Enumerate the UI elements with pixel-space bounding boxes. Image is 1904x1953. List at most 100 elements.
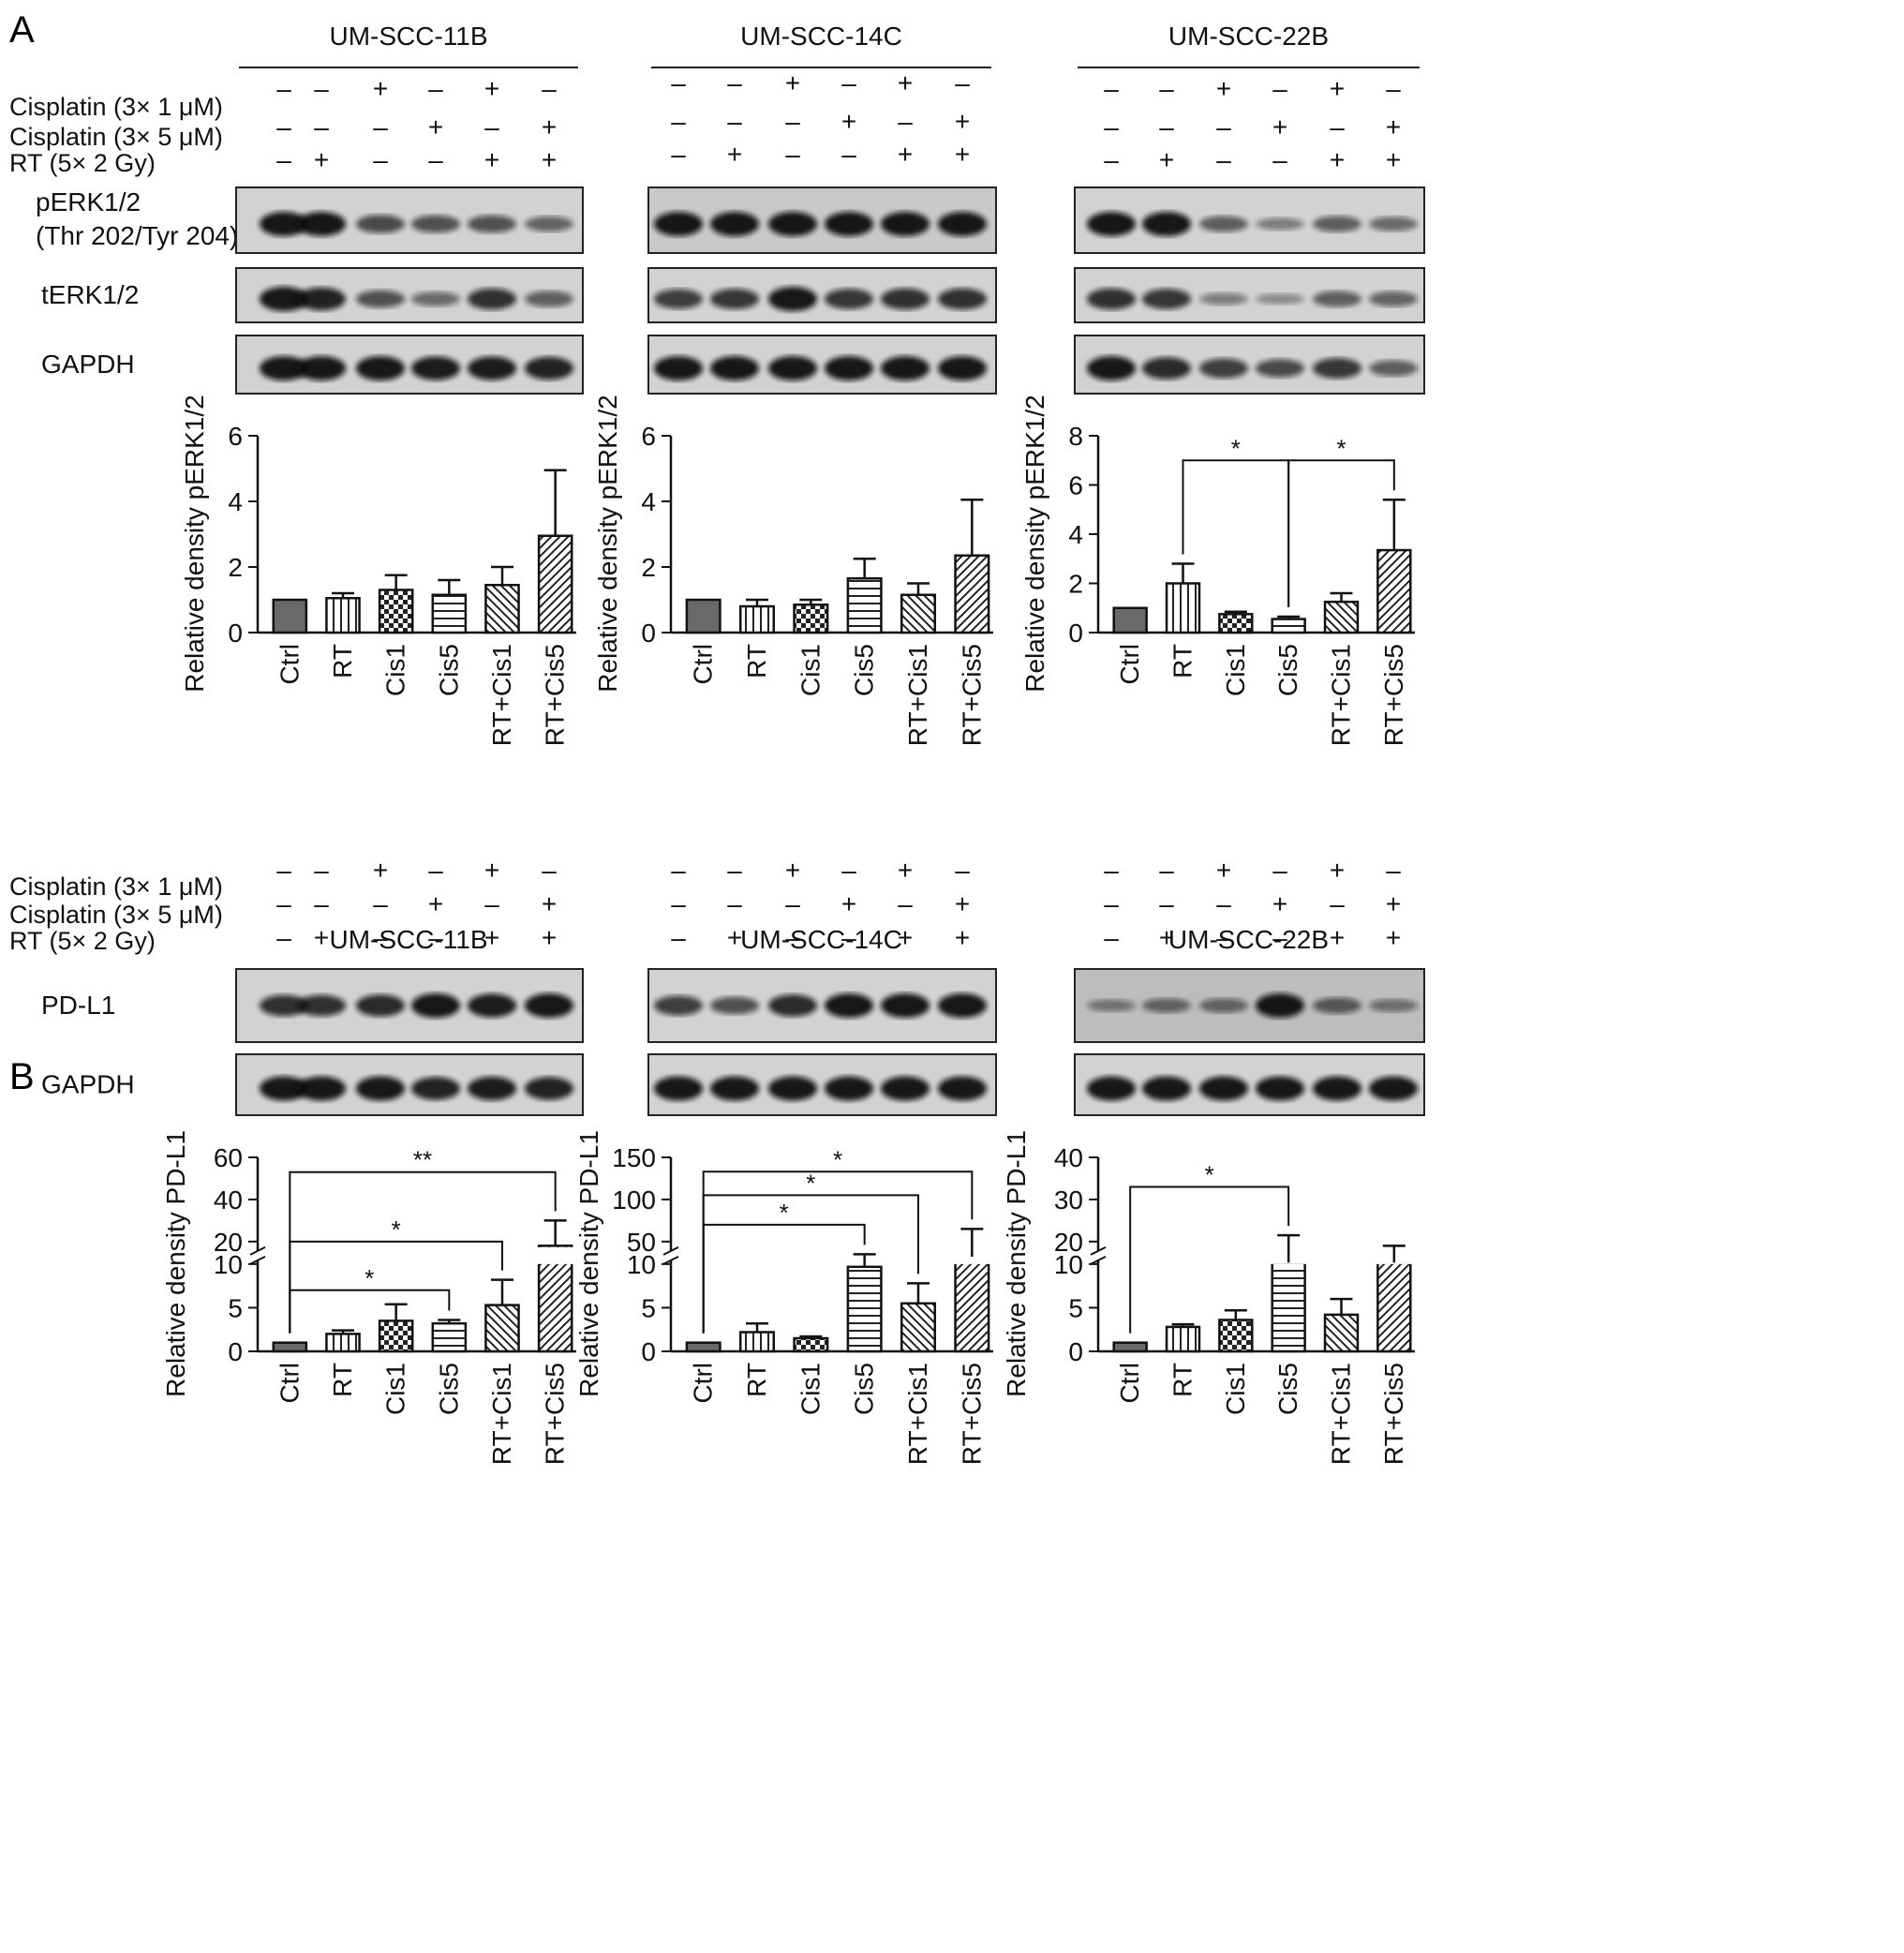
bar-chart: 0 2 4 6 Relative density pERK1/2 Ctrl RT Cis1 Ci… — [593, 395, 993, 746]
blot-band — [297, 212, 346, 236]
condition-sign: + — [727, 140, 742, 169]
bar — [484, 1304, 520, 1353]
condition-sign: – — [671, 856, 686, 885]
bar — [537, 534, 573, 634]
cell-line-headers: UM-SCC-11B UM-SCC-14C UM-SCC-22B UM-SCC-11B… — [239, 22, 1420, 972]
y-axis-label: Relative density PD-L1 — [161, 1130, 190, 1397]
blot-band — [1369, 216, 1418, 231]
blot-band — [356, 356, 405, 380]
condition-sign: – — [1330, 112, 1345, 142]
bar-charts: 0 2 4 6 Relative density pERK1/2 Ctrl RT Cis1 Ci… — [161, 395, 1415, 1465]
condition-label: Cisplatin (3× 5 μM) — [9, 123, 223, 151]
y-tick-label: 5 — [641, 1293, 656, 1322]
condition-sign: + — [955, 107, 970, 136]
condition-sign: + — [428, 889, 443, 918]
blot-band — [356, 994, 405, 1017]
condition-sign: + — [727, 923, 742, 952]
y-tick-label: 150 — [612, 1143, 656, 1172]
condition-sign: + — [542, 112, 557, 142]
condition-sign: – — [1272, 74, 1287, 103]
blot-band — [525, 216, 573, 232]
condition-sign: + — [1216, 74, 1231, 103]
blot-band — [356, 290, 405, 308]
bar-chart: 0 2 4 6 Relative density pERK1/2 Ctrl RT Cis1 Ci… — [180, 395, 576, 746]
condition-sign: – — [276, 145, 291, 174]
condition-sign: – — [727, 107, 742, 136]
blot-band — [1256, 359, 1304, 378]
blot-band — [468, 993, 516, 1018]
significance-bracket — [702, 1170, 974, 1334]
blot-band — [1313, 1076, 1361, 1101]
x-tick-label: Cis5 — [434, 1363, 463, 1415]
condition-sign: – — [373, 923, 388, 952]
condition-sign: – — [1104, 74, 1119, 103]
x-tick-label: Ctrl — [1115, 1363, 1144, 1404]
axis-break-mark — [249, 1245, 266, 1256]
condition-sign: – — [428, 74, 443, 103]
x-tick-label: Ctrl — [275, 1363, 304, 1404]
blot-band — [825, 356, 873, 380]
significance-bracket — [1287, 459, 1395, 607]
blot-band — [881, 288, 930, 310]
x-tick-label: RT — [1168, 644, 1197, 678]
condition-sign: – — [314, 112, 329, 142]
significance-label: ** — [413, 1146, 432, 1174]
y-tick-label: 2 — [641, 553, 656, 582]
condition-sign: + — [542, 889, 557, 918]
y-tick-label: 4 — [641, 487, 656, 516]
bar — [1218, 613, 1254, 634]
x-tick-label: RT+Cis1 — [487, 1363, 516, 1465]
bar — [431, 1321, 468, 1353]
condition-sign: – — [785, 107, 800, 136]
blot-band — [468, 356, 516, 380]
condition-sign: + — [1272, 112, 1287, 142]
blot-band — [1199, 358, 1248, 379]
bar — [1323, 1313, 1360, 1353]
condition-sign: + — [428, 112, 443, 142]
condition-sign: – — [428, 856, 443, 885]
condition-sign: – — [314, 856, 329, 885]
condition-sign: – — [671, 68, 686, 97]
y-tick-label: 2 — [1068, 570, 1083, 599]
significance-label: * — [1205, 1160, 1214, 1188]
blot-band — [1087, 288, 1136, 310]
blot-band — [1199, 1076, 1248, 1101]
condition-sign: + — [1386, 112, 1401, 142]
blot-band — [825, 1076, 873, 1101]
cell-line-title: UM-SCC-14C — [740, 925, 902, 954]
blot-label: pERK1/2 — [36, 187, 141, 216]
blot-band — [825, 289, 873, 309]
condition-sign: – — [276, 856, 291, 885]
condition-sign: – — [1104, 112, 1119, 142]
y-tick-label: 6 — [641, 422, 656, 451]
x-tick-label: RT+Cis5 — [1379, 1363, 1408, 1465]
condition-sign: – — [727, 68, 742, 97]
condition-sign: – — [314, 889, 329, 918]
blot-band — [938, 356, 987, 380]
blot-band — [881, 1076, 930, 1101]
significance-label: * — [364, 1264, 374, 1292]
blot-band — [768, 1076, 817, 1101]
blot-band — [1313, 216, 1361, 232]
blot-band — [938, 212, 987, 236]
blot-band — [411, 215, 460, 233]
axis-break-mark — [1090, 1255, 1107, 1265]
x-tick-label: RT+Cis1 — [903, 1363, 932, 1465]
y-tick-label: 0 — [641, 1337, 656, 1366]
blot-band — [260, 212, 308, 236]
condition-sign: – — [955, 856, 970, 885]
blot-band — [468, 215, 516, 233]
condition-sign: – — [542, 856, 557, 885]
bar — [954, 1255, 990, 1353]
bar — [793, 604, 829, 634]
condition-sign: + — [1386, 889, 1401, 918]
x-tick-label: Cis1 — [1221, 1363, 1250, 1415]
blot-band — [1256, 217, 1304, 231]
blot-band — [525, 1077, 573, 1100]
condition-sign: + — [1159, 923, 1174, 952]
condition-sign: + — [484, 145, 499, 174]
blot-band — [938, 993, 987, 1018]
condition-sign: + — [841, 107, 856, 136]
